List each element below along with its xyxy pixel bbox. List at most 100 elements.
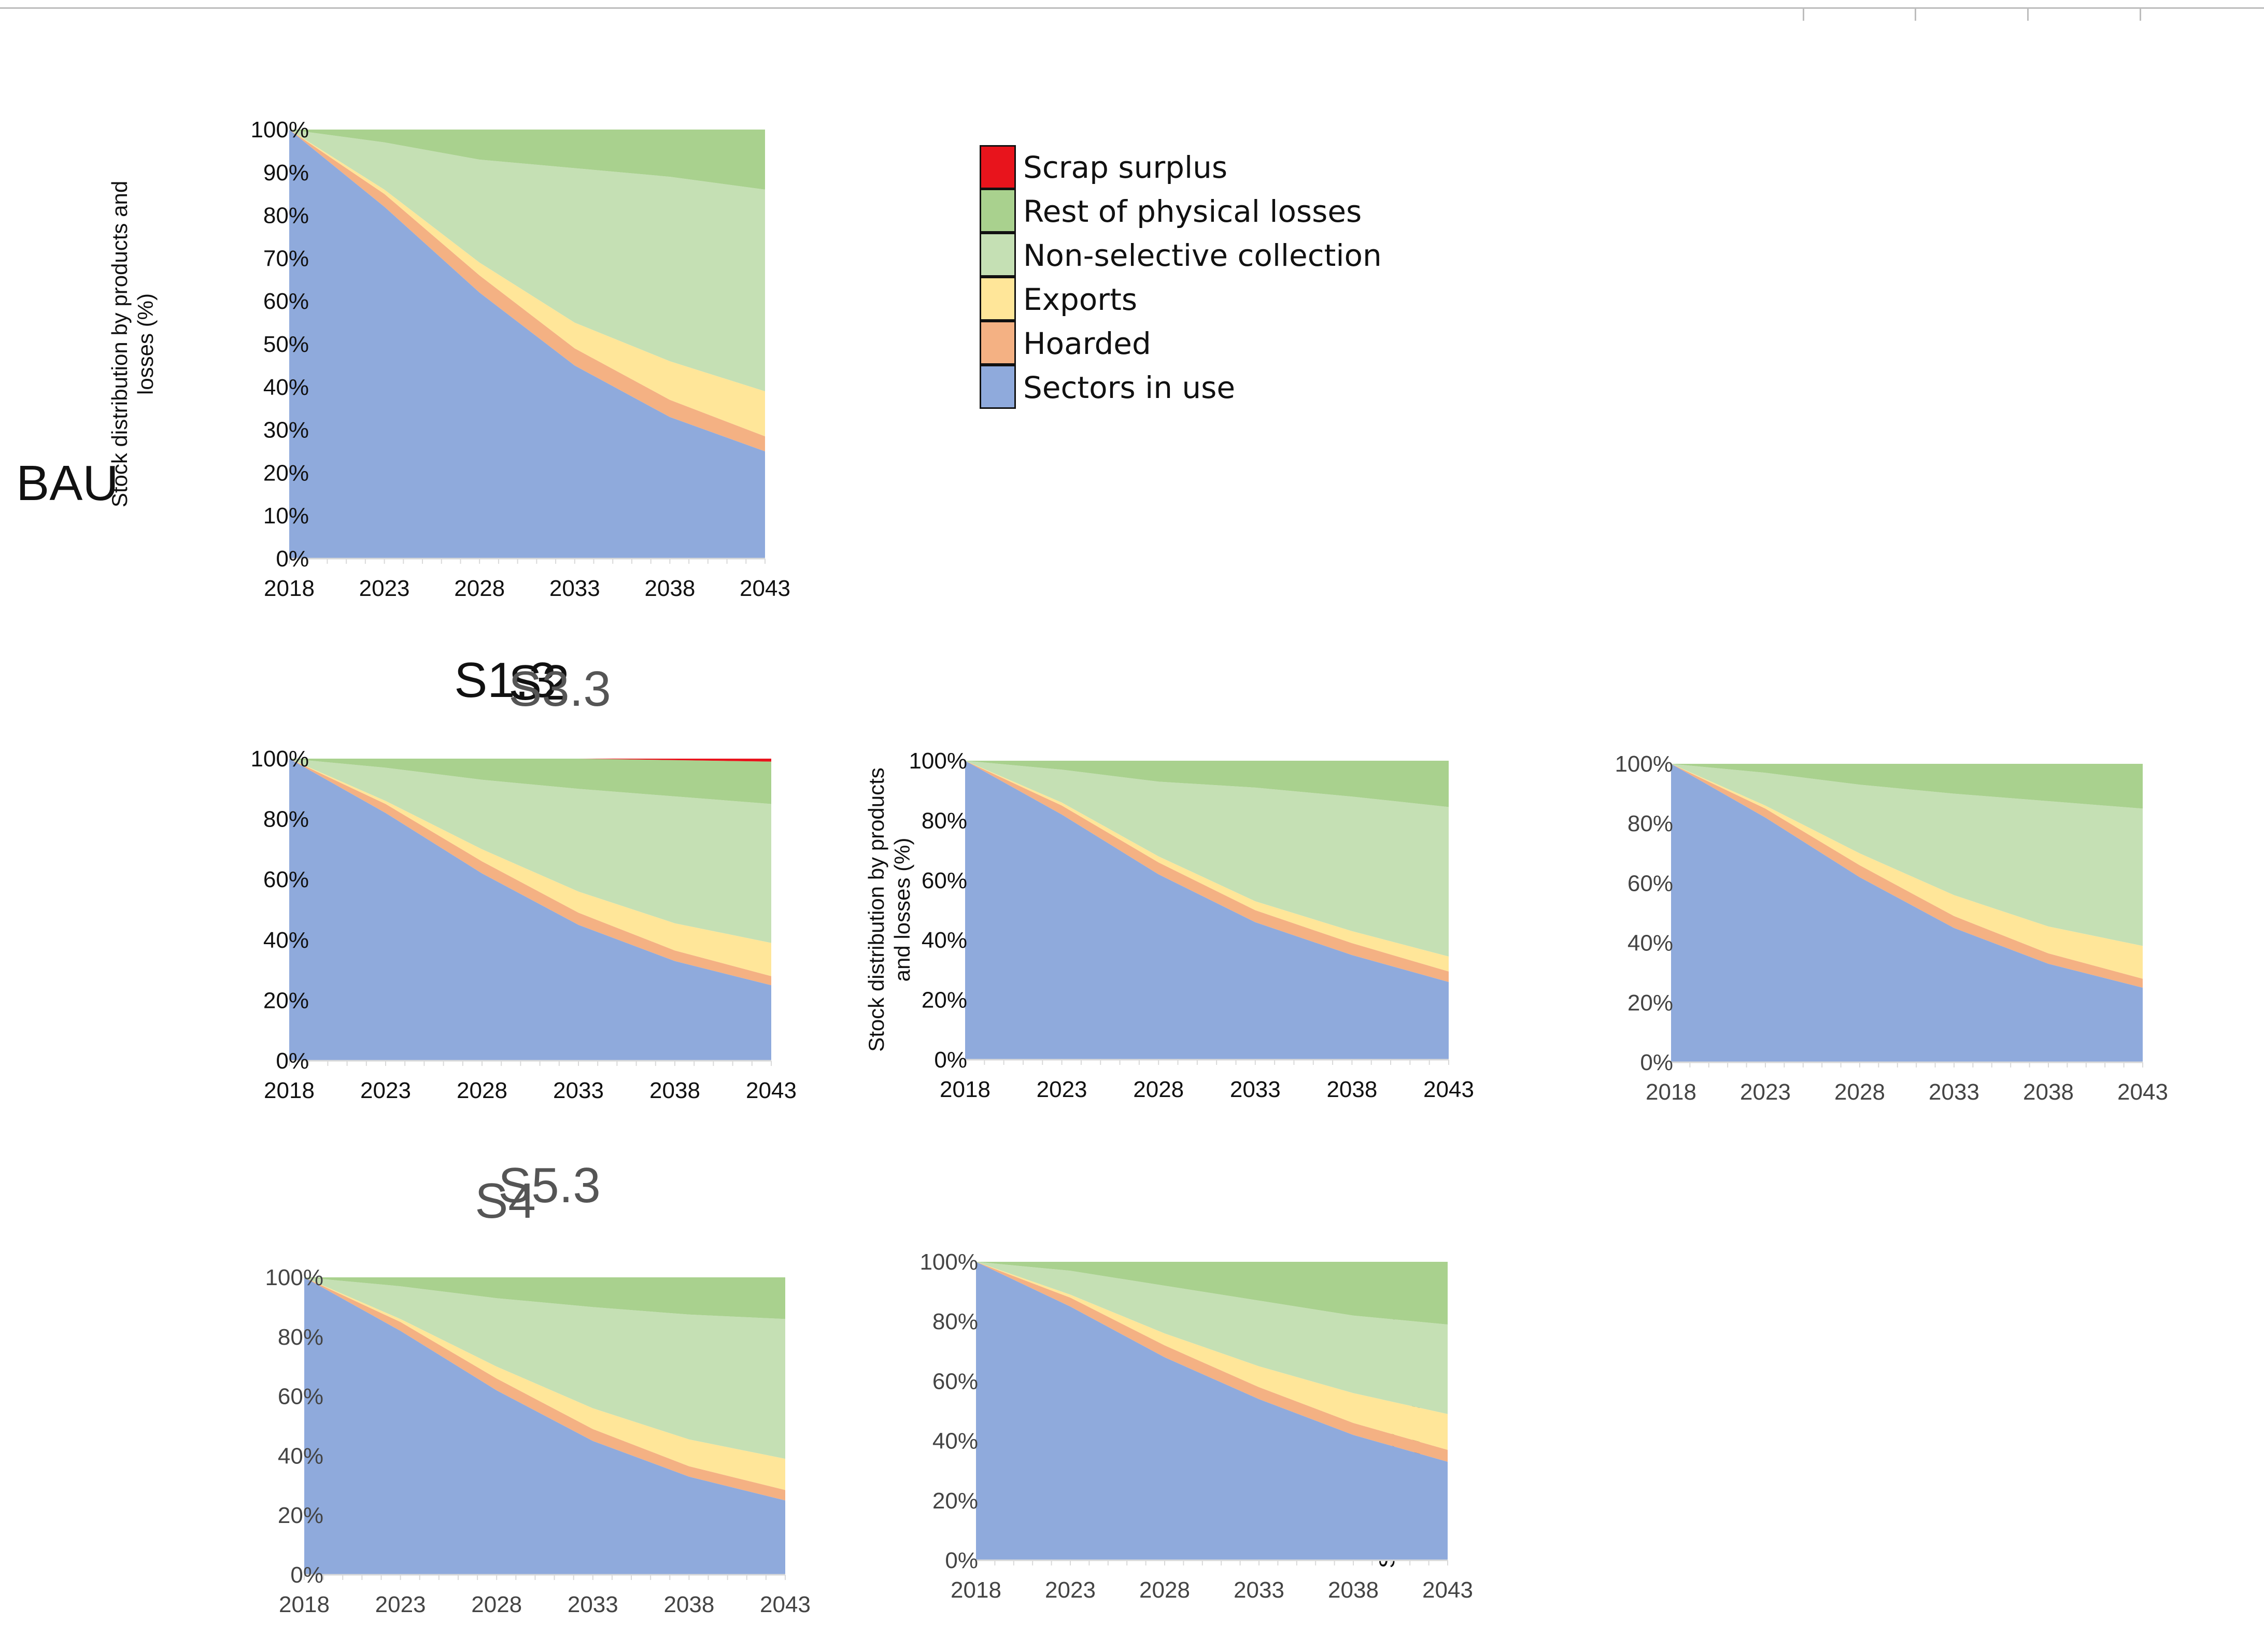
x-tick-label: 2018 <box>940 1077 991 1102</box>
legend: Scrap surplus Rest of physical losses No… <box>980 145 1382 409</box>
area-rest-of-physical-losses <box>976 1262 1448 1325</box>
y-tick-label: 20% <box>278 1503 323 1528</box>
y-tick-label: 100% <box>265 1265 323 1290</box>
chart-title: BAU <box>16 455 118 511</box>
x-tick-label: 2043 <box>1422 1577 1473 1603</box>
chart-panel-bau: BAU Stock distribution by products and los… <box>0 0 809 622</box>
chart-panel-s1-3: S1.3 Stock distribution by products and lo… <box>0 0 914 1140</box>
area-sectors-in-use <box>1671 764 2143 1062</box>
x-tick-label: 2023 <box>360 1078 411 1103</box>
area-non-selective-collection <box>289 130 765 392</box>
chart-s1-3: S1.3 Stock distribution by products and lo… <box>250 652 914 1103</box>
x-tick-label: 2043 <box>746 1078 797 1103</box>
chart-panel-s5-3: S5.3 2018 2023 2028 2033 2038 2043 0% 20% 40% 60% 8… <box>498 1158 1473 1603</box>
x-tick-label: 2028 <box>457 1078 507 1103</box>
area-rest-of-physical-losses <box>289 759 771 804</box>
chart-s3-3: S3.3 2018 2023 2028 2033 2038 2043 0% 20% 40% 60% 8… <box>508 661 2168 1105</box>
y-tick-label: 20% <box>1628 990 1673 1016</box>
y-tick-label: 60% <box>263 867 309 892</box>
legend-swatch-sectors-in-use <box>980 364 1016 409</box>
x-tick-label: 2033 <box>553 1078 604 1103</box>
x-tick-label: 2028 <box>1139 1577 1190 1603</box>
area-non-selective-collection <box>1671 764 2143 946</box>
y-tick-label: 20% <box>922 988 967 1013</box>
area-stack <box>965 761 1449 1060</box>
chart-title: S3.3 <box>508 661 611 717</box>
area-stack <box>1671 764 2143 1062</box>
legend-item-scrap-surplus: Scrap surplus <box>980 145 1382 189</box>
y-tick-label: 80% <box>278 1325 323 1350</box>
legend-item-non-selective-collection: Non-selective collection <box>980 232 1382 277</box>
y-tick-label: 50% <box>263 332 309 357</box>
y-axis-label: Stock distribution by products and losses… <box>107 181 158 507</box>
y-tick-label: 80% <box>922 808 967 833</box>
y-tick-label: 100% <box>1615 751 1673 777</box>
x-tick-label: 2033 <box>568 1592 618 1617</box>
y-axis-label-line: losses (%) <box>133 293 158 395</box>
y-tick-label: 60% <box>1628 871 1673 896</box>
top-border-tick <box>1915 7 1916 21</box>
y-tick-label: 0% <box>1640 1050 1673 1075</box>
y-tick-label: 20% <box>263 988 309 1013</box>
x-tick-label: 2043 <box>2117 1079 2168 1105</box>
legend-item-exports: Exports <box>980 276 1382 321</box>
y-tick-label: 40% <box>1628 931 1673 956</box>
chart-panel-s3-3: S3.3 2018 2023 2028 2033 2038 2043 0% 20% 40% 60% 8… <box>508 661 2168 1105</box>
x-tick-label: 2023 <box>1740 1079 1791 1105</box>
x-tick-label: 2043 <box>740 576 790 601</box>
area-sectors-in-use <box>976 1262 1448 1560</box>
legend-item-hoarded: Hoarded <box>980 320 1382 365</box>
chart-title: S4 <box>475 1173 535 1229</box>
x-tick-label: 2038 <box>2023 1079 2074 1105</box>
x-tick-label: 2028 <box>471 1592 522 1617</box>
x-tick-label: 2023 <box>1037 1077 1087 1102</box>
x-tick-label: 2028 <box>1133 1077 1184 1102</box>
y-tick-label: 80% <box>263 203 309 229</box>
x-tick-label: 2033 <box>549 576 600 601</box>
y-tick-label: 90% <box>263 160 309 186</box>
top-border-tick <box>2027 7 2029 21</box>
x-tick-label: 2018 <box>951 1577 1001 1603</box>
y-tick-label: 10% <box>263 503 309 529</box>
area-rest-of-physical-losses <box>304 1277 785 1319</box>
y-tick-label: 100% <box>909 748 967 774</box>
legend-label: Non-selective collection <box>1023 237 1382 273</box>
x-tick-label: 2018 <box>279 1592 330 1617</box>
x-tick-label: 2043 <box>1423 1077 1474 1102</box>
y-tick-label: 30% <box>263 418 309 443</box>
y-tick-label: 100% <box>919 1249 978 1275</box>
x-tick-label: 2038 <box>1328 1577 1379 1603</box>
chart-title: S1.3 <box>454 652 556 708</box>
y-tick-label: 60% <box>932 1369 978 1394</box>
area-scrap-surplus <box>289 759 771 762</box>
y-tick-label: 20% <box>932 1488 978 1514</box>
x-tick-label: 2023 <box>375 1592 426 1617</box>
legend-item-rest-of-physical-losses: Rest of physical losses <box>980 188 1382 233</box>
x-tick-label: 2028 <box>454 576 505 601</box>
legend-swatch-rest-of-physical-losses <box>980 188 1016 233</box>
x-tick-label: 2018 <box>264 576 315 601</box>
area-exports <box>965 761 1449 972</box>
area-non-selective-collection <box>976 1262 1448 1414</box>
area-rest-of-physical-losses <box>289 130 765 190</box>
y-tick-label: 40% <box>932 1429 978 1454</box>
legend-swatch-non-selective-collection <box>980 232 1016 277</box>
chart-s2: S2 2018 2023 2028 2033 2038 2043 0% 20% 40% 60% 80%… <box>508 655 1474 1102</box>
legend-swatch-hoarded <box>980 320 1016 365</box>
y-tick-label: 0% <box>276 1048 309 1074</box>
x-tick-label: 2023 <box>359 576 410 601</box>
area-exports <box>1671 764 2143 979</box>
x-tick-label: 2033 <box>1234 1577 1284 1603</box>
y-tick-label: 0% <box>276 546 309 572</box>
area-exports <box>304 1277 785 1490</box>
y-axis-label-line: and losses (%) <box>890 838 914 982</box>
chart-title: S2 <box>508 655 569 710</box>
y-tick-label: 20% <box>263 460 309 486</box>
y-tick-label: 100% <box>250 746 309 772</box>
area-sectors-in-use <box>304 1277 785 1575</box>
y-tick-label: 80% <box>1628 811 1673 836</box>
legend-swatch-exports <box>980 276 1016 321</box>
y-tick-label: 0% <box>934 1047 967 1073</box>
area-exports <box>289 759 771 976</box>
